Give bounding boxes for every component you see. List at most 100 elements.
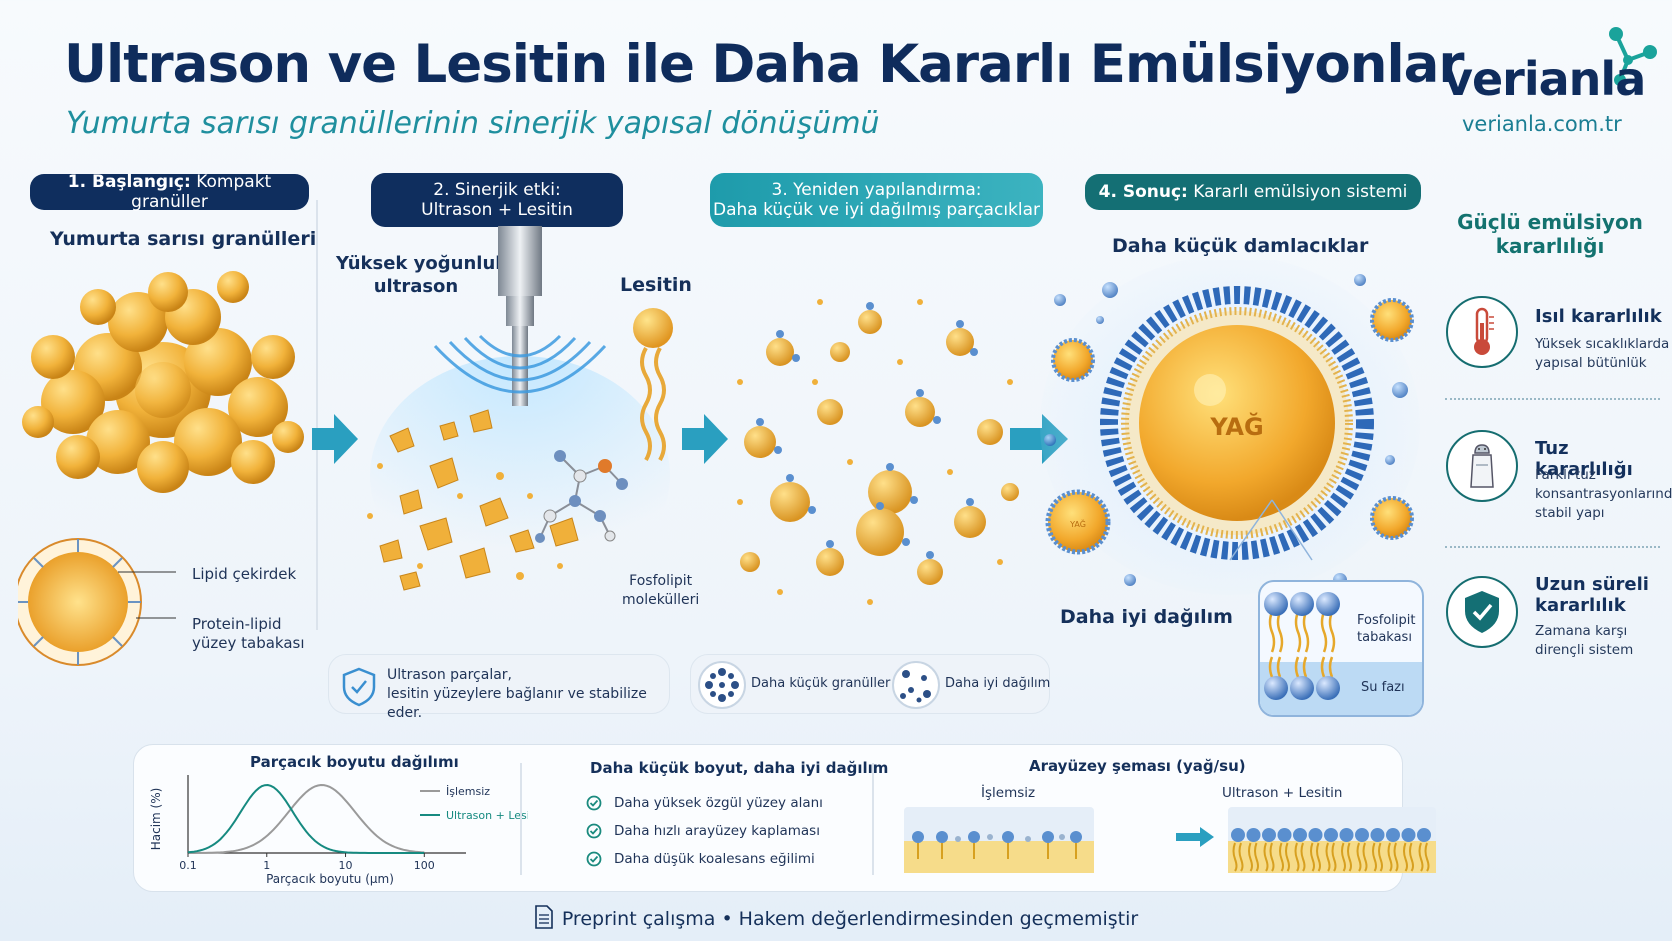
phospholipid-head <box>1401 828 1416 842</box>
thermal-stability-desc-2: yapısal bütünlük <box>1535 355 1647 371</box>
chart-x-tick-label: 100 <box>414 859 435 872</box>
salt-stability-title: Tuz kararlılığı <box>1535 438 1633 480</box>
step-4-number: 4. Sonuç: <box>1098 182 1188 202</box>
ultrasound-probe-illustration <box>367 226 670 596</box>
phospholipid-tail <box>1341 842 1352 872</box>
chart-series-line-0 <box>188 783 425 854</box>
surface-layer-label-2: yüzey tabakası <box>192 634 305 652</box>
phospholipid-head <box>1386 828 1400 842</box>
long-term-stability-title-2: kararlılık <box>1535 595 1626 616</box>
thermometer-icon <box>1474 307 1494 355</box>
benefit-1: Daha yüksek özgül yüzey alanı <box>614 795 823 811</box>
phospholipid-tail <box>1356 842 1368 872</box>
shield-check-icon-wrap <box>1446 576 1518 648</box>
phospholipid-head <box>1246 828 1261 842</box>
interface-treated-diagram <box>1228 807 1436 873</box>
phospholipid-label: Fosfolipit molekülleri <box>622 572 699 610</box>
water-phase-label: Su fazı <box>1361 680 1405 695</box>
summary-panel: Parçacık boyutu dağılımı Hacim (%) 0.1 1 1… <box>133 744 1436 892</box>
yolk-granule-cluster <box>22 271 304 493</box>
list-item: Daha hızlı arayüzey kaplaması <box>586 817 823 845</box>
legend-label-treated: Ultrason + Lesitin <box>446 809 528 822</box>
footer-text: Preprint çalışma • Hakem değerlendirmesi… <box>561 908 1139 930</box>
step-3-number: 3. <box>771 180 788 200</box>
interface-untreated-label: İşlemsiz <box>981 785 1036 801</box>
stage-1-heading: Yumurta sarısı granülleri <box>50 228 317 250</box>
phospholipid-tail <box>1372 842 1383 872</box>
phospholipid-tail <box>1279 842 1290 872</box>
divider-dotted <box>1445 398 1660 400</box>
stage-2-info-box: Ultrason parçalar, lesitin yüzeylere bağ… <box>328 654 670 721</box>
small-granules-label: Daha küçük granüller <box>751 676 891 691</box>
chart-ticks-group: 0.1 1 10 100 <box>179 853 435 872</box>
phospholipid-label-2: molekülleri <box>622 592 700 608</box>
check-icon <box>586 823 602 839</box>
benefit-2: Daha hızlı arayüzey kaplaması <box>614 823 820 839</box>
better-dispersion-label: Daha iyi dağılım <box>945 676 1051 691</box>
thermal-stability-desc-1: Yüksek sıcaklıklarda <box>1535 336 1670 352</box>
ultrasound-label-1: Yüksek yoğunluklu <box>336 253 527 274</box>
page-title: Ultrason ve Lesitin ile Daha Kararlı Emü… <box>64 34 1465 95</box>
stability-panel-title-1: Güçlü emülsiyon <box>1457 210 1643 234</box>
step-4-text: Kararlı emülsiyon sistemi <box>1193 182 1408 202</box>
shield-check-icon <box>1465 591 1499 633</box>
arrow-right-icon <box>1176 827 1214 847</box>
benefits-list: Daha yüksek özgül yüzey alanı Daha hızlı… <box>586 789 823 873</box>
granule-cross-section <box>18 538 176 666</box>
phospholipid-tail <box>1294 842 1306 872</box>
mini-oil-label: YAĞ <box>1069 518 1086 529</box>
step-3-pill: 3. Yeniden yapılandırma: Daha küçük ve i… <box>710 173 1043 227</box>
lecithin-molecule-icon <box>633 308 673 461</box>
phospholipid-layer-label: Fosfolipit tabakası <box>1357 612 1415 646</box>
phospholipid-head <box>1417 828 1431 842</box>
phospholipid-tail <box>1325 842 1337 872</box>
phospholipid-head <box>1308 828 1323 842</box>
phospholipid-head <box>1293 828 1307 842</box>
check-icon <box>586 851 602 867</box>
brand-url[interactable]: verianla.com.tr <box>1462 112 1622 136</box>
step-1-pill: 1. Başlangıç: Kompakt granüller <box>30 172 309 212</box>
list-item: Daha düşük koalesans eğilimi <box>586 845 823 873</box>
page-subtitle: Yumurta sarısı granüllerinin sinerjik ya… <box>66 106 880 141</box>
divider-dotted <box>1445 546 1660 548</box>
check-icon <box>586 795 602 811</box>
thermal-stability-desc: Yüksek sıcaklıklarda yapısal bütünlük <box>1535 335 1669 373</box>
phospholipid-head <box>1324 828 1338 842</box>
phospholipid-layer-label-2: tabakası <box>1357 630 1412 645</box>
dispersed-particles-illustration <box>737 299 1019 605</box>
ultrasound-label: Yüksek yoğunluklu ultrason <box>336 252 527 298</box>
phospholipid-tail <box>1418 842 1430 872</box>
panel-divider <box>872 763 874 875</box>
lipid-core-label: Lipid çekirdek <box>192 565 297 583</box>
stability-panel-title-2: kararlılığı <box>1495 234 1605 258</box>
stage-divider <box>316 200 318 630</box>
arrow-right-icon <box>312 414 358 464</box>
chart-series-group <box>187 783 425 854</box>
salt-stability-desc-1: Farklı tuz <box>1535 467 1596 483</box>
interface-heading: Arayüzey şeması (yağ/su) <box>1029 757 1246 775</box>
chart-ylabel: Hacim (%) <box>149 788 163 851</box>
step-1-text: Kompakt granüller <box>131 172 272 212</box>
phospholipid-tail <box>1248 842 1259 872</box>
phospholipid-layer-label-1: Fosfolipit <box>1357 613 1416 628</box>
phospholipid-head <box>1277 828 1292 842</box>
small-granules-icon <box>698 661 746 709</box>
thermometer-icon-wrap <box>1446 296 1518 368</box>
shield-icon <box>342 667 376 707</box>
salt-shaker-icon <box>1470 444 1494 488</box>
thermal-stability-title: Isıl kararlılık <box>1535 306 1662 327</box>
stage-2-info-text: Ultrason parçalar, lesitin yüzeylere bağ… <box>387 666 669 723</box>
long-term-stability-desc-1: Zamana karşı <box>1535 623 1628 639</box>
oil-core-label: YAĞ <box>1209 411 1263 441</box>
phospholipid-head <box>1262 828 1276 842</box>
phospholipid-tail <box>1263 842 1275 872</box>
long-term-stability-title-1: Uzun süreli <box>1535 574 1649 595</box>
stage-4-heading: Daha küçük damlacıklar <box>1112 235 1369 257</box>
oil-droplet-illustration: YAĞ YAĞ <box>1040 260 1420 595</box>
phospholipid-tail <box>1403 842 1414 872</box>
benefit-3: Daha düşük koalesans eğilimi <box>614 851 815 867</box>
step-2-text: Ultrason + Lesitin <box>421 200 573 220</box>
dispersion-icon <box>892 661 940 709</box>
chart-xlabel: Parçacık boyutu (µm) <box>266 872 394 886</box>
phospholipid-layer-zoom: Fosfolipit tabakası Su fazı <box>1258 580 1424 717</box>
